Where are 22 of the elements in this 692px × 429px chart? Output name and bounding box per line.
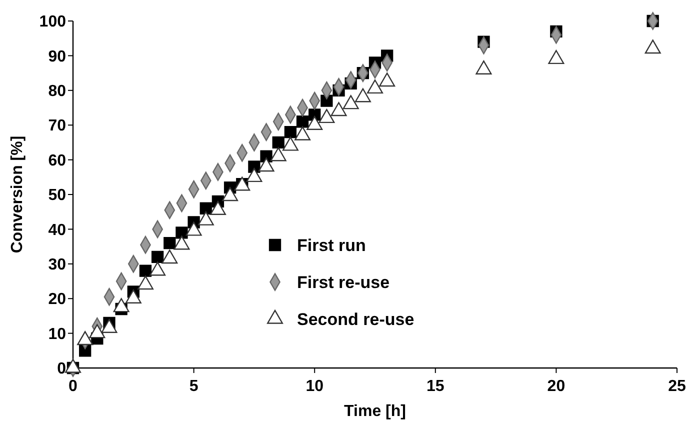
- y-tick-label: 20: [48, 291, 66, 308]
- legend-label: First re-use: [297, 272, 390, 292]
- y-tick-label: 40: [48, 222, 66, 239]
- y-tick-label: 30: [48, 256, 66, 274]
- x-tick-label: 10: [306, 378, 324, 395]
- x-tick-label: 15: [426, 378, 444, 395]
- y-tick-label: 80: [48, 83, 66, 100]
- y-tick-label: 100: [39, 14, 66, 31]
- y-tick-label: 0: [57, 360, 66, 378]
- y-tick-label: 10: [48, 326, 66, 343]
- x-tick-label: 20: [547, 378, 566, 395]
- y-tick-label: 50: [48, 187, 66, 204]
- x-tick-label: 0: [68, 378, 78, 395]
- y-tick-label: 90: [48, 48, 66, 66]
- legend-label: Second re-use: [297, 310, 414, 329]
- x-tick-label: 5: [189, 378, 198, 395]
- legend-label: First run: [297, 236, 366, 255]
- x-tick-label: 25: [668, 378, 686, 395]
- x-axis-title: Time [h]: [344, 403, 406, 420]
- y-tick-label: 70: [48, 118, 66, 135]
- y-tick-label: 60: [48, 152, 66, 170]
- y-axis-title: Conversion [%]: [9, 136, 26, 254]
